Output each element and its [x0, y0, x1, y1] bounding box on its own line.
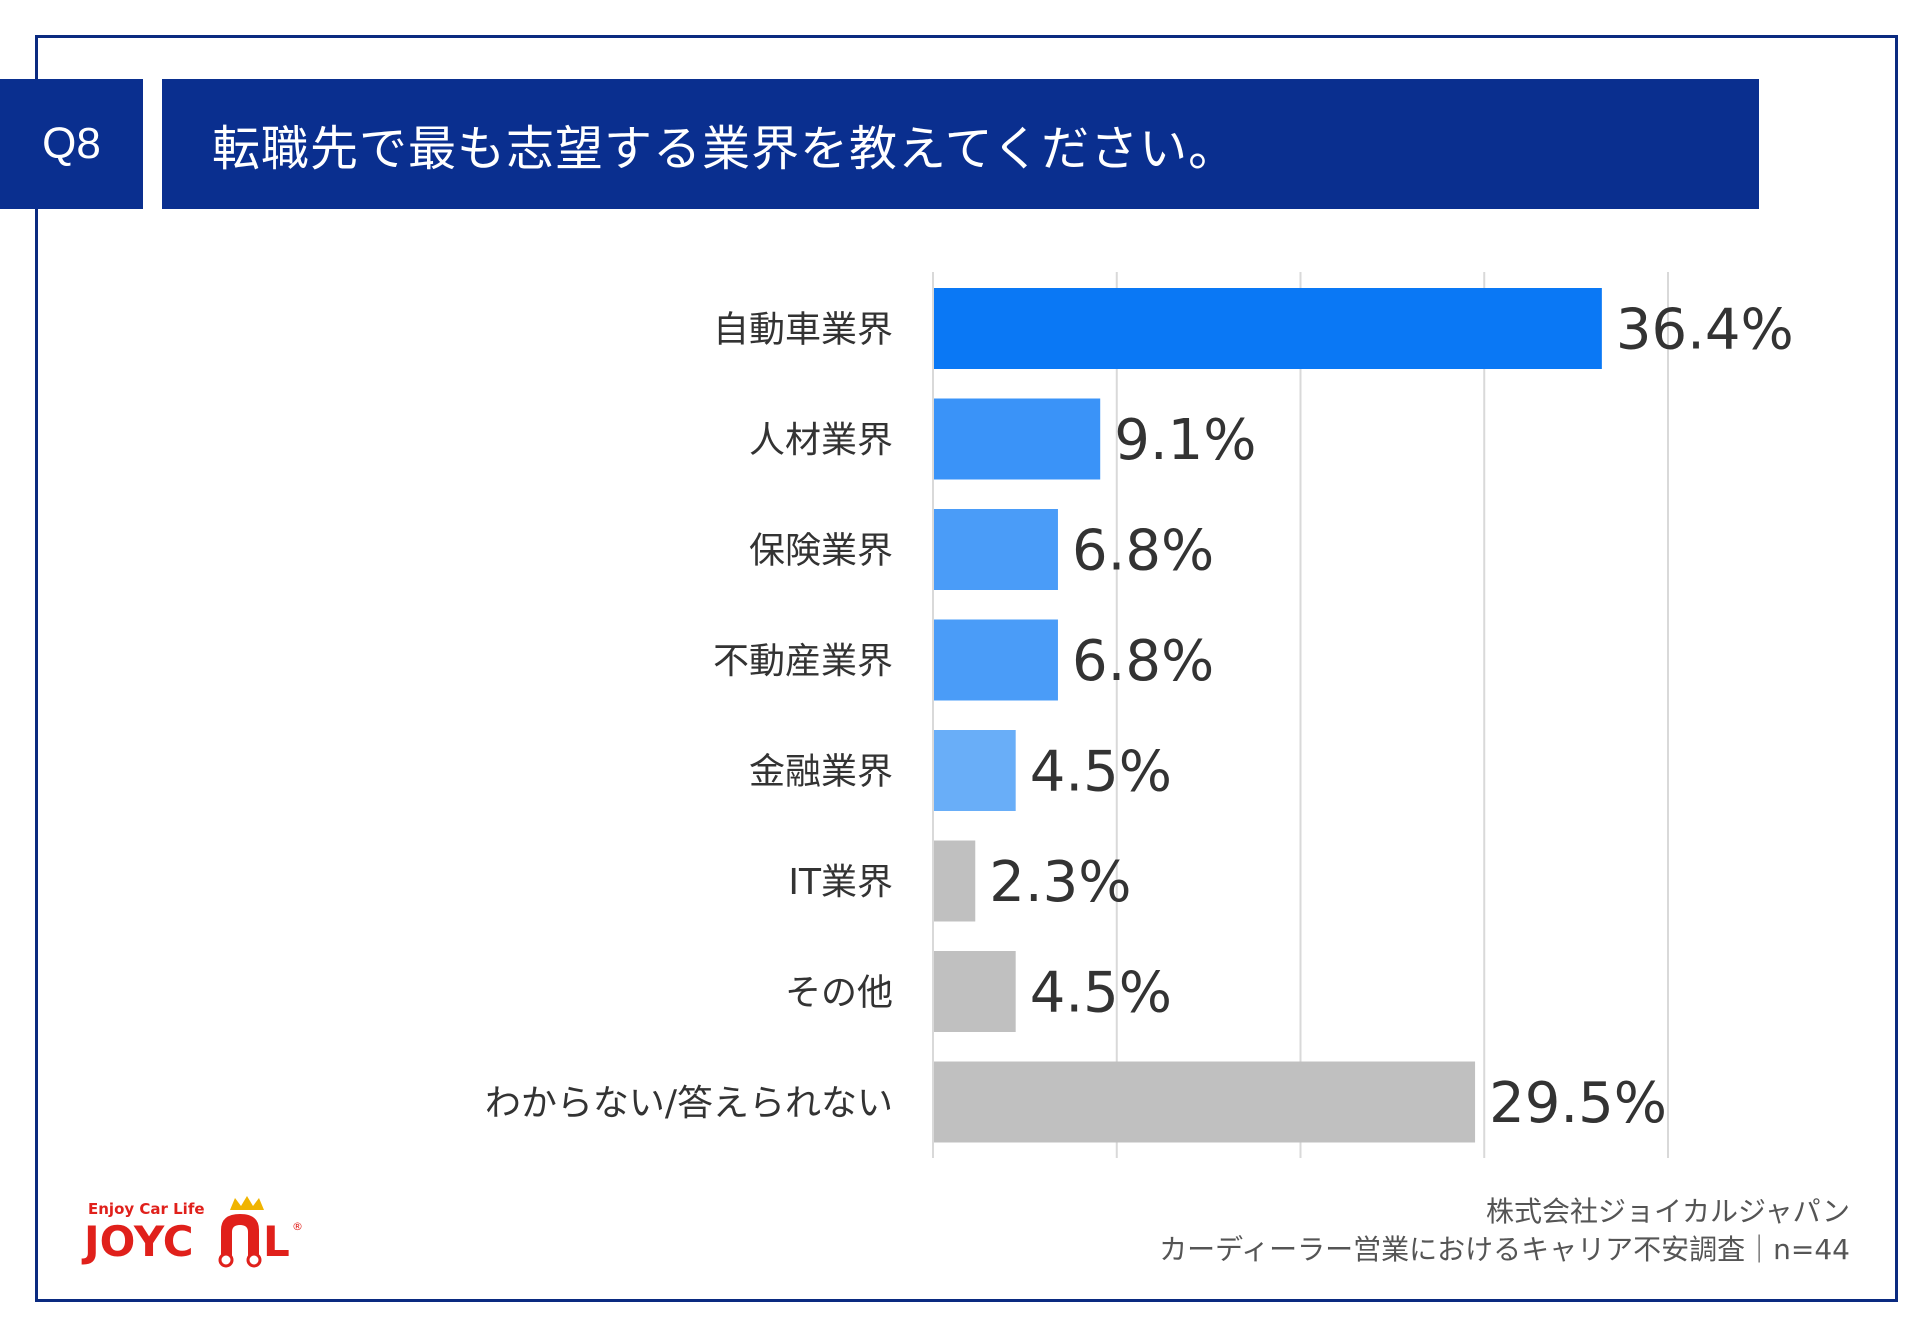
bar	[933, 398, 1101, 480]
question-text: 転職先で最も志望する業界を教えてください。	[212, 121, 1238, 177]
value-label: 4.5%	[1030, 961, 1172, 1026]
logo-brand-left: JOYC	[81, 1217, 194, 1266]
category-label: 人材業界	[749, 420, 893, 461]
question-number: Q8	[42, 119, 101, 168]
value-label: 4.5%	[1030, 740, 1172, 805]
logo-brand-right: L	[263, 1217, 290, 1266]
bar	[933, 730, 1016, 811]
logo-wheel-left	[218, 1252, 234, 1268]
category-label: その他	[785, 973, 893, 1014]
bar	[933, 619, 1058, 701]
crown-icon	[230, 1196, 264, 1210]
question-number-badge: Q8	[0, 79, 143, 209]
bar	[933, 840, 976, 922]
footer-survey: カーディーラー営業におけるキャリア不安調査｜n=44	[1159, 1233, 1850, 1266]
bar	[933, 951, 1016, 1032]
category-label: 保険業界	[749, 531, 893, 572]
bar	[933, 1061, 1476, 1143]
logo-tagline: Enjoy Car Life	[88, 1200, 205, 1218]
category-label: IT業界	[788, 862, 893, 903]
value-label: 6.8%	[1072, 519, 1214, 584]
footer-credit: 株式会社ジョイカルジャパン カーディーラー営業におけるキャリア不安調査｜n=44	[1159, 1193, 1850, 1269]
slide-frame	[35, 35, 1898, 1302]
value-label: 29.5%	[1489, 1071, 1667, 1136]
question-title-bar: 転職先で最も志望する業界を教えてください。	[162, 79, 1759, 209]
category-label: 自動車業界	[713, 310, 893, 351]
logo-a-arch	[221, 1214, 259, 1258]
bar	[933, 288, 1602, 369]
logo-wheel-right	[246, 1252, 262, 1268]
joycal-logo: Enjoy Car Life JOYC L ®	[81, 1196, 303, 1268]
value-label: 9.1%	[1114, 408, 1256, 473]
footer-company: 株式会社ジョイカルジャパン	[1485, 1195, 1850, 1228]
value-label: 2.3%	[989, 850, 1131, 915]
category-label: わからない/答えられない	[485, 1083, 893, 1124]
bar	[933, 509, 1058, 590]
category-label: 不動産業界	[713, 641, 893, 682]
value-label: 6.8%	[1072, 629, 1214, 694]
category-label: 金融業界	[749, 752, 893, 793]
logo-registered-mark: ®	[292, 1220, 303, 1233]
value-label: 36.4%	[1616, 298, 1794, 363]
